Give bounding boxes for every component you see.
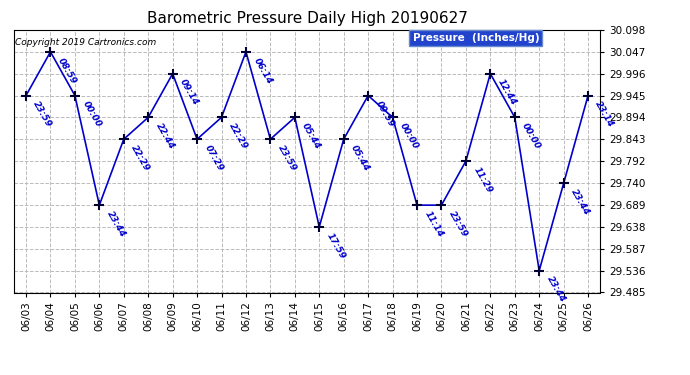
Text: 00:00: 00:00 <box>81 100 103 129</box>
Text: 12:44: 12:44 <box>496 78 518 107</box>
Text: 22:44: 22:44 <box>154 122 176 151</box>
Text: 08:59: 08:59 <box>56 56 78 85</box>
Text: 11:14: 11:14 <box>422 209 444 238</box>
Text: 06:14: 06:14 <box>252 56 274 85</box>
Text: 17:59: 17:59 <box>325 231 347 261</box>
Text: 05:44: 05:44 <box>349 143 371 172</box>
Text: 22:29: 22:29 <box>129 143 151 172</box>
Text: 23:44: 23:44 <box>105 209 127 238</box>
Text: 11:29: 11:29 <box>471 165 493 195</box>
Text: 05:44: 05:44 <box>300 122 322 151</box>
Text: 00:00: 00:00 <box>520 122 542 151</box>
Text: 23:59: 23:59 <box>447 209 469 238</box>
Text: 09:14: 09:14 <box>178 78 200 107</box>
Text: 00:00: 00:00 <box>398 122 420 151</box>
Text: 23:59: 23:59 <box>276 143 298 172</box>
Text: Copyright 2019 Cartronics.com: Copyright 2019 Cartronics.com <box>15 38 156 47</box>
Title: Barometric Pressure Daily High 20190627: Barometric Pressure Daily High 20190627 <box>146 11 468 26</box>
Text: 23:59: 23:59 <box>32 100 54 129</box>
Text: Pressure  (Inches/Hg): Pressure (Inches/Hg) <box>413 33 540 43</box>
Text: 07:29: 07:29 <box>203 143 225 172</box>
Text: 09:59: 09:59 <box>374 100 396 129</box>
Text: 23:44: 23:44 <box>545 275 567 304</box>
Text: 22:29: 22:29 <box>227 122 249 151</box>
Text: 23:44: 23:44 <box>569 188 591 217</box>
Text: 23:14: 23:14 <box>593 100 615 129</box>
